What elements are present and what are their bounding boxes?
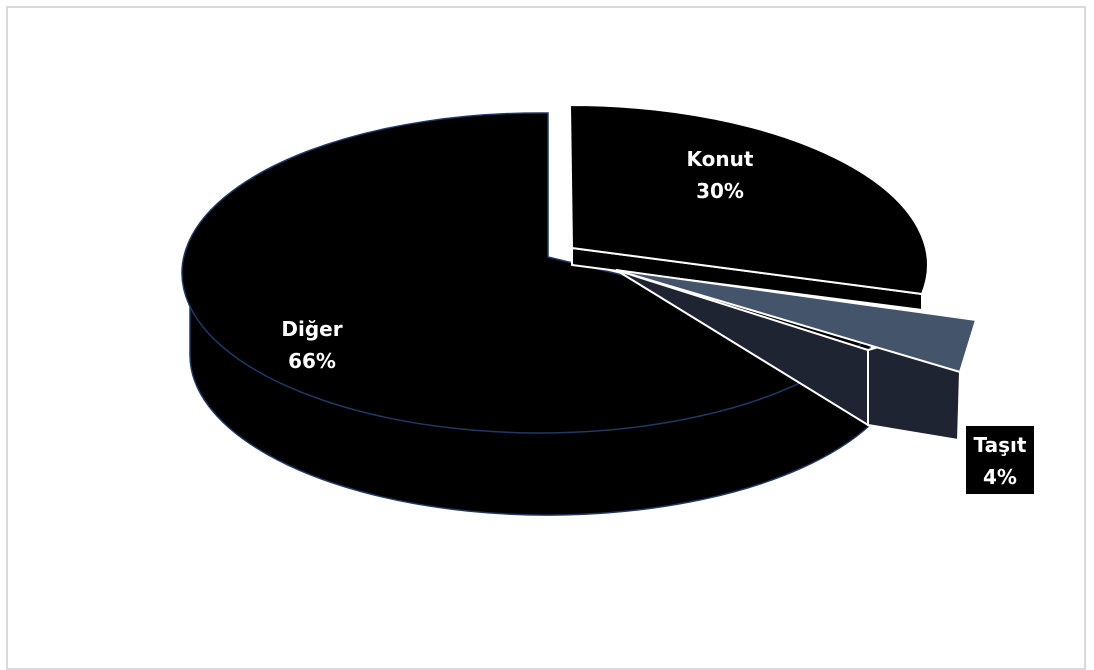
- data-label-tasit-box: [966, 426, 1034, 494]
- data-label-tasit: Taşıt 4%: [966, 426, 1034, 494]
- data-label-tasit-category: Taşıt: [974, 433, 1027, 457]
- data-label-diger: Diğer 66%: [281, 317, 342, 373]
- slice-konut-top: [568, 103, 929, 296]
- data-label-konut-category: Konut: [687, 147, 754, 171]
- data-label-diger-percent: 66%: [288, 349, 336, 373]
- slice-tasit-top: [615, 269, 978, 374]
- slice-konut: [568, 103, 929, 312]
- data-label-tasit-percent: 4%: [983, 465, 1017, 489]
- slice-diger-top: [181, 112, 872, 434]
- data-label-konut-percent: 30%: [696, 179, 744, 203]
- slice-tasit: [615, 269, 978, 442]
- data-label-konut: Konut 30%: [687, 147, 754, 203]
- data-label-diger-category: Diğer: [281, 317, 342, 341]
- slice-tasit-cut-side: [615, 269, 869, 427]
